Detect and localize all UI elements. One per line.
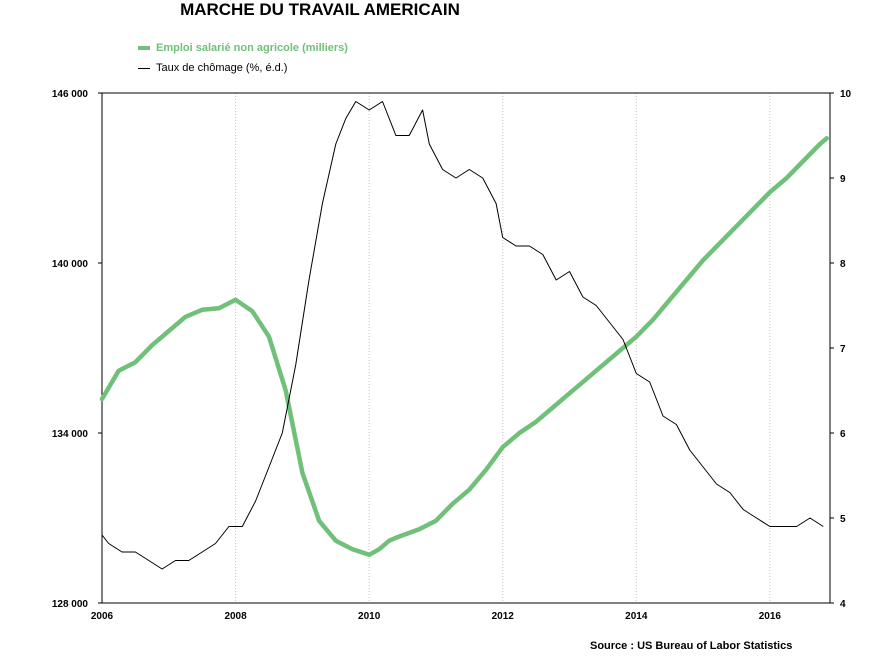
legend-item-chomage: Taux de chômage (%, é.d.) (138, 62, 287, 74)
y-right-tick-label: 7 (840, 344, 846, 355)
y-right-tick-label: 6 (840, 429, 846, 440)
plot-frame (101, 92, 831, 604)
y-left-tick-label: 128 000 (52, 599, 89, 610)
x-tick-label: 2008 (224, 611, 247, 622)
chart-title: MARCHE DU TRAVAIL AMERICAIN (180, 0, 460, 19)
x-tick-label: 2010 (358, 611, 381, 622)
y-right-tick-label: 8 (840, 259, 846, 270)
legend-swatch-emploi (138, 46, 150, 50)
y-right-tick-label: 4 (840, 599, 846, 610)
y-right-tick-label: 10 (840, 89, 852, 100)
x-tick-label: 2006 (91, 611, 114, 622)
legend-label-emploi: Emploi salarié non agricole (milliers) (156, 42, 348, 54)
legend-swatch-chomage (138, 67, 150, 69)
x-tick-label: 2014 (625, 611, 648, 622)
grid-layer (235, 93, 771, 603)
y-right-tick-label: 9 (840, 174, 846, 185)
y-left-tick-label: 140 000 (52, 259, 89, 270)
legend-label-chomage: Taux de chômage (%, é.d.) (156, 62, 288, 74)
source-note: Source : US Bureau of Labor Statistics (590, 640, 793, 652)
x-tick-label: 2012 (492, 611, 515, 622)
series-line-emploi (99, 136, 829, 558)
legend-item-emploi: Emploi salarié non agricole (milliers) (138, 42, 348, 54)
series-line-chomage (101, 101, 824, 570)
y-right-tick-label: 5 (840, 514, 846, 525)
y-left-tick-label: 134 000 (52, 429, 89, 440)
y-left-tick-label: 146 000 (52, 89, 89, 100)
series-layer (99, 101, 829, 570)
x-tick-label: 2016 (759, 611, 782, 622)
axis-layer: 2006 2008 2010 2012 2014 2016 128 000 134 000 14… (52, 89, 852, 622)
